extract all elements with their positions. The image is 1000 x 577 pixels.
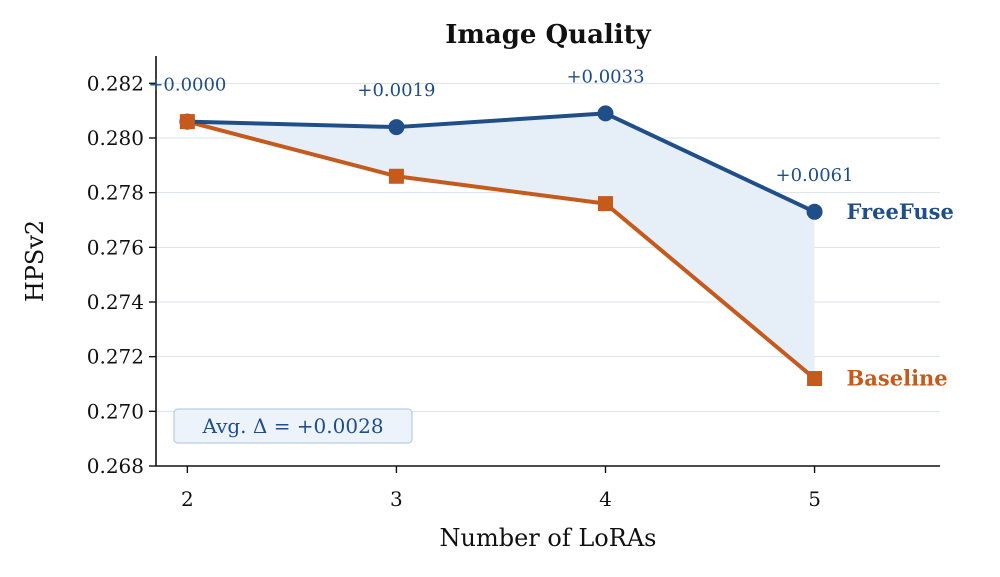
- y-axis-label: HPSv2: [21, 220, 49, 302]
- y-ticks: 0.268 0.270 0.272 0.274 0.276 0.278 0.280 0.282: [87, 71, 156, 478]
- y-tick-label: 0.282: [87, 71, 144, 95]
- freefuse-line: [185, 111, 817, 214]
- freefuse-point: [388, 119, 405, 136]
- freefuse-point: [597, 105, 614, 122]
- delta-annotation: +0.0033: [566, 66, 644, 87]
- x-tick-label: 2: [181, 487, 194, 511]
- average-delta-box-bg: [173, 408, 413, 444]
- gap-fill-area: [187, 113, 815, 379]
- y-tick-label: 0.276: [87, 235, 144, 259]
- baseline-point: [807, 371, 823, 387]
- chart-title: Image Quality: [445, 20, 651, 50]
- y-tick-label: 0.272: [87, 345, 144, 369]
- x-tick-label: 3: [390, 487, 403, 511]
- delta-annotation: +0.0061: [776, 165, 854, 186]
- series-markers: [179, 105, 823, 387]
- baseline-line: [185, 119, 817, 381]
- average-delta-text: Avg. Δ = +0.0028: [201, 414, 383, 438]
- freefuse-series-label: FreeFuse: [847, 199, 954, 224]
- y-tick-label: 0.274: [87, 290, 144, 314]
- y-tick-label: 0.280: [87, 126, 144, 150]
- baseline-series-label: Baseline: [847, 366, 948, 391]
- x-axis-label: Number of LoRAs: [440, 524, 657, 552]
- x-tick-label: 4: [599, 487, 612, 511]
- delta-annotation: +0.0019: [357, 80, 435, 101]
- y-tick-label: 0.268: [87, 454, 144, 478]
- baseline-point: [179, 114, 195, 130]
- average-delta-box: Avg. Δ = +0.0028: [173, 408, 413, 444]
- baseline-point: [597, 196, 613, 212]
- axes: [155, 56, 940, 467]
- series-lines: [185, 111, 817, 381]
- x-ticks: 2 3 4 5: [181, 466, 821, 511]
- x-tick-label: 5: [808, 487, 821, 511]
- delta-annotations: +0.0000 +0.0019 +0.0033 +0.0061: [148, 66, 853, 185]
- series-end-labels: FreeFuse Baseline: [847, 199, 954, 391]
- freefuse-point: [806, 203, 823, 220]
- delta-annotation: +0.0000: [148, 75, 226, 96]
- baseline-point: [388, 168, 404, 184]
- y-tick-label: 0.270: [87, 399, 144, 423]
- y-tick-label: 0.278: [87, 181, 144, 205]
